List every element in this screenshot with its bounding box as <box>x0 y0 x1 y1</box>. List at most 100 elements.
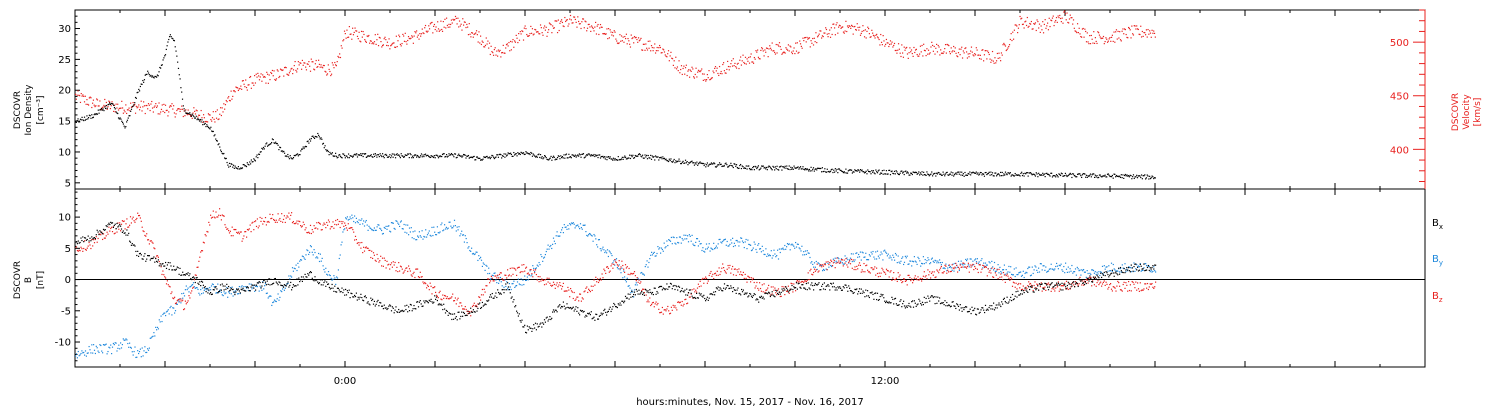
density-point <box>1093 176 1096 179</box>
velocity-point <box>1153 30 1155 32</box>
bz-point <box>463 308 465 310</box>
density-point <box>671 161 674 163</box>
by-point <box>896 262 898 264</box>
by-point <box>210 289 212 291</box>
bz-point <box>797 281 799 283</box>
density-point <box>714 163 716 165</box>
by-point <box>596 244 598 246</box>
velocity-point <box>235 86 237 88</box>
density-point <box>1018 174 1020 176</box>
by-point <box>795 241 797 244</box>
by-point <box>94 352 96 355</box>
bz-point <box>517 266 519 269</box>
velocity-point <box>873 35 875 37</box>
velocity-point <box>600 26 602 28</box>
density-point <box>1021 171 1023 173</box>
by-point <box>527 279 529 281</box>
by-point <box>289 278 291 280</box>
velocity-point <box>821 37 823 39</box>
velocity-point <box>917 55 919 57</box>
by-point <box>309 251 311 253</box>
bz-point <box>137 212 139 214</box>
by-point <box>359 223 361 225</box>
density-point <box>917 172 919 175</box>
velocity-point <box>254 82 257 84</box>
velocity-point <box>787 44 789 46</box>
velocity-point <box>408 37 410 40</box>
by-point <box>994 270 996 273</box>
velocity-point <box>382 44 384 46</box>
by-point <box>174 310 177 312</box>
bz-point <box>795 281 798 283</box>
by-point <box>577 224 579 226</box>
density-point <box>652 156 654 158</box>
velocity-point <box>219 113 221 115</box>
bz-point <box>628 267 630 270</box>
density-point <box>757 166 759 168</box>
velocity-point <box>380 41 382 43</box>
velocity-point <box>599 27 601 29</box>
velocity-point <box>910 49 913 51</box>
by-point <box>660 252 662 254</box>
velocity-point <box>684 73 686 75</box>
by-point <box>1055 265 1057 268</box>
bz-point <box>603 268 605 270</box>
density-point <box>138 90 141 92</box>
by-point <box>647 266 649 268</box>
velocity-point <box>1099 36 1101 38</box>
bz-point <box>750 281 752 283</box>
by-point <box>1103 265 1105 267</box>
velocity-point <box>223 103 225 105</box>
density-point <box>195 115 197 117</box>
velocity-point <box>698 70 700 72</box>
velocity-point <box>1034 23 1036 25</box>
bz-point <box>836 257 838 259</box>
velocity-point <box>186 114 188 116</box>
density-point <box>776 165 778 167</box>
velocity-point <box>249 75 252 78</box>
velocity-point <box>178 108 180 110</box>
by-point <box>159 321 161 323</box>
velocity-point <box>1122 28 1124 30</box>
velocity-point <box>177 108 179 110</box>
density-point <box>586 154 588 156</box>
velocity-point <box>885 43 887 45</box>
velocity-point <box>744 56 747 58</box>
by-point <box>691 234 693 236</box>
bz-point <box>237 231 240 233</box>
by-point <box>1023 276 1025 279</box>
density-point <box>548 159 550 161</box>
velocity-point <box>962 50 964 52</box>
density-point <box>759 168 761 170</box>
density-point <box>1102 175 1104 177</box>
density-point <box>604 158 606 160</box>
by-point <box>671 243 673 245</box>
bz-point <box>707 280 709 282</box>
density-point <box>827 171 829 173</box>
density-point <box>982 173 984 175</box>
velocity-point <box>758 58 760 60</box>
velocity-point <box>727 60 729 63</box>
bz-point <box>381 265 383 267</box>
bz-point <box>802 280 804 283</box>
density-point <box>564 157 566 159</box>
velocity-point <box>1064 10 1066 12</box>
velocity-point <box>454 15 457 18</box>
by-point <box>469 249 471 252</box>
velocity-point <box>155 103 157 105</box>
velocity-point <box>565 20 567 23</box>
bz-point <box>294 222 296 225</box>
by-point <box>90 352 92 354</box>
by-point <box>131 351 133 353</box>
bz-point <box>845 258 847 260</box>
by-point <box>334 277 336 279</box>
density-point <box>115 111 117 113</box>
by-point <box>276 298 278 300</box>
bz-point <box>278 219 280 221</box>
density-point <box>769 167 772 169</box>
bz-point <box>864 271 866 273</box>
by-point <box>954 262 956 265</box>
density-point <box>202 121 205 123</box>
by-point <box>712 248 714 251</box>
velocity-point <box>229 100 231 102</box>
